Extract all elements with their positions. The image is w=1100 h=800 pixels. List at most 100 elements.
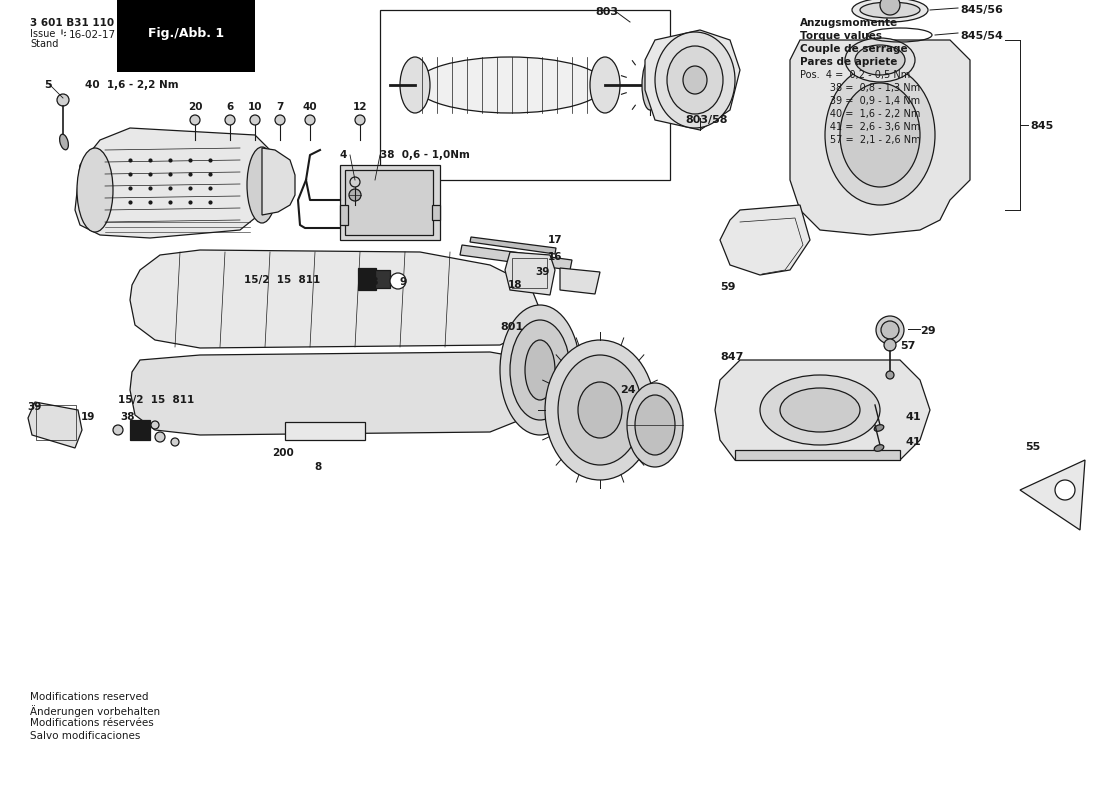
Text: 8: 8	[315, 462, 321, 472]
Text: Modifications reserved: Modifications reserved	[30, 692, 148, 702]
Ellipse shape	[845, 38, 915, 82]
Ellipse shape	[840, 83, 920, 187]
Ellipse shape	[400, 57, 430, 113]
Text: 17: 17	[548, 235, 562, 245]
Ellipse shape	[780, 388, 860, 432]
Bar	[512, 258, 547, 288]
Polygon shape	[460, 245, 572, 270]
Text: 38: 38	[365, 277, 380, 287]
Text: 59: 59	[720, 282, 736, 292]
Text: 57: 57	[900, 341, 915, 351]
Text: 41: 41	[905, 412, 921, 422]
Text: Stand: Stand	[30, 39, 58, 49]
Bar	[130, 420, 150, 440]
Ellipse shape	[190, 115, 200, 125]
Text: 24: 24	[620, 385, 636, 395]
Ellipse shape	[250, 115, 260, 125]
Ellipse shape	[544, 340, 654, 480]
Ellipse shape	[349, 189, 361, 201]
Text: Pos.  4 =  0,2 - 0,5 Nm: Pos. 4 = 0,2 - 0,5 Nm	[800, 70, 911, 80]
Ellipse shape	[760, 375, 880, 445]
Text: Anzugsmomente: Anzugsmomente	[800, 18, 898, 28]
Ellipse shape	[881, 321, 899, 339]
Text: 39 =  0,9 - 1,4 Nm: 39 = 0,9 - 1,4 Nm	[808, 96, 920, 106]
Polygon shape	[470, 237, 556, 254]
Bar	[340, 205, 348, 225]
Text: 41: 41	[905, 437, 921, 447]
Polygon shape	[130, 250, 540, 348]
Text: 29: 29	[920, 326, 936, 336]
Text: 16-02-17: 16-02-17	[69, 30, 117, 40]
Polygon shape	[645, 30, 740, 130]
Ellipse shape	[855, 45, 905, 75]
Text: Modifications réservées: Modifications réservées	[30, 718, 154, 728]
Text: 38 =  0,8 - 1,3 Nm: 38 = 0,8 - 1,3 Nm	[808, 83, 920, 93]
Text: 20: 20	[188, 102, 202, 112]
Ellipse shape	[151, 421, 160, 429]
Bar	[36, 405, 76, 440]
Ellipse shape	[683, 66, 707, 94]
Polygon shape	[505, 252, 556, 295]
Text: 5: 5	[44, 80, 52, 90]
Text: 12: 12	[353, 102, 367, 112]
Text: 57 =  2,1 - 2,6 Nm: 57 = 2,1 - 2,6 Nm	[808, 135, 921, 145]
Polygon shape	[790, 40, 970, 235]
Polygon shape	[715, 360, 930, 460]
Text: 15/2  15  811: 15/2 15 811	[118, 395, 195, 405]
Text: 10: 10	[248, 102, 262, 112]
Ellipse shape	[635, 395, 675, 455]
Polygon shape	[262, 148, 295, 215]
Text: 18: 18	[508, 280, 522, 290]
Text: 38: 38	[120, 412, 134, 422]
Bar	[345, 170, 433, 235]
Ellipse shape	[350, 177, 360, 187]
Ellipse shape	[170, 438, 179, 446]
Ellipse shape	[226, 115, 235, 125]
Text: Fig./Abb. 1: Fig./Abb. 1	[148, 27, 224, 41]
Polygon shape	[720, 205, 810, 275]
Ellipse shape	[874, 425, 883, 431]
Polygon shape	[560, 268, 600, 294]
Ellipse shape	[77, 148, 113, 232]
Polygon shape	[130, 352, 556, 435]
Text: Issue: Issue	[30, 29, 55, 39]
Ellipse shape	[510, 320, 570, 420]
Text: 847: 847	[720, 352, 744, 362]
Ellipse shape	[667, 46, 723, 114]
Text: Änderungen vorbehalten: Änderungen vorbehalten	[30, 705, 161, 717]
Ellipse shape	[1055, 480, 1075, 500]
Ellipse shape	[642, 60, 658, 110]
Ellipse shape	[59, 134, 68, 150]
Text: 803: 803	[595, 7, 618, 17]
Ellipse shape	[886, 371, 894, 379]
Polygon shape	[1020, 460, 1085, 530]
Text: 845/54: 845/54	[960, 31, 1003, 41]
Ellipse shape	[825, 65, 935, 205]
Text: 39: 39	[28, 402, 42, 412]
Text: 40 =  1,6 - 2,2 Nm: 40 = 1,6 - 2,2 Nm	[808, 109, 921, 119]
Ellipse shape	[57, 94, 69, 106]
Ellipse shape	[275, 115, 285, 125]
Text: 200: 200	[272, 448, 294, 458]
Text: 38  0,6 - 1,0Nm: 38 0,6 - 1,0Nm	[379, 150, 470, 160]
Text: 39: 39	[535, 267, 549, 277]
Text: Pares de apriete: Pares de apriete	[800, 57, 898, 67]
Bar	[358, 268, 376, 290]
Ellipse shape	[355, 115, 365, 125]
Text: 801: 801	[500, 322, 524, 332]
Ellipse shape	[305, 115, 315, 125]
Polygon shape	[735, 450, 900, 460]
Text: 7: 7	[276, 102, 284, 112]
Ellipse shape	[880, 0, 900, 15]
Text: 40: 40	[302, 102, 317, 112]
Ellipse shape	[390, 273, 406, 289]
Ellipse shape	[860, 2, 920, 18]
Bar	[285, 422, 365, 440]
Bar	[340, 165, 440, 240]
Ellipse shape	[113, 425, 123, 435]
Ellipse shape	[590, 57, 620, 113]
Bar	[375, 270, 390, 288]
Ellipse shape	[627, 383, 683, 467]
Text: 15/2  15  811: 15/2 15 811	[244, 275, 320, 285]
Text: 803/58: 803/58	[685, 115, 727, 125]
